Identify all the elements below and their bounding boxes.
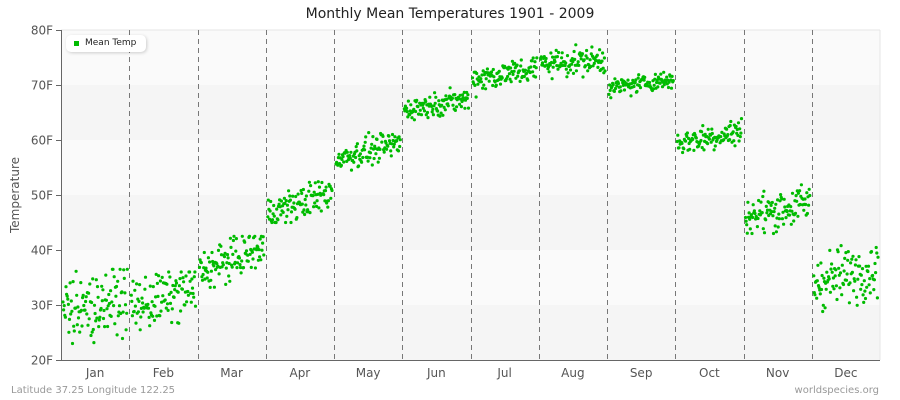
month-separators xyxy=(129,30,813,360)
y-tick-label: 70F xyxy=(31,79,53,93)
y-tick-label: 80F xyxy=(31,24,53,38)
x-tick-label: Aug xyxy=(561,366,584,380)
background-bands xyxy=(61,29,881,360)
location-caption: Latitude 37.25 Longitude 122.25 xyxy=(11,385,176,396)
data-points xyxy=(61,43,880,346)
x-tick-label: May xyxy=(356,366,381,380)
chart-title: Monthly Mean Temperatures 1901 - 2009 xyxy=(305,6,595,22)
x-axis-month-labels: Jan Feb Mar Apr May Jun Jul Aug Sep Oct Nov Dec xyxy=(85,366,858,380)
x-tick-label: Apr xyxy=(289,366,310,380)
x-tick-label: Oct xyxy=(699,366,720,380)
legend: Mean Temp xyxy=(66,35,147,52)
x-tick-label: Mar xyxy=(220,366,243,380)
y-tick-label: 40F xyxy=(31,244,53,258)
source-link[interactable]: worldspecies.org xyxy=(794,385,879,396)
x-tick-label: Jun xyxy=(426,366,446,380)
y-tick-label: 30F xyxy=(31,299,53,313)
legend-label: Mean Temp xyxy=(85,38,137,48)
axes xyxy=(61,30,880,361)
x-tick-label: Nov xyxy=(766,366,789,380)
x-tick-label: Jul xyxy=(496,366,511,380)
y-tick-label: 60F xyxy=(31,134,53,148)
x-tick-label: Dec xyxy=(834,366,857,380)
y-tick-label: 20F xyxy=(31,354,53,368)
x-tick-label: Jan xyxy=(85,366,105,380)
x-tick-label: Sep xyxy=(630,366,653,380)
legend-swatch-icon xyxy=(74,40,79,46)
y-axis-ticks: 20F 30F 40F 50F 60F 70F 80F xyxy=(31,24,61,368)
y-tick-label: 50F xyxy=(31,189,53,203)
x-tick-label: Feb xyxy=(153,366,174,380)
y-axis-label: Temperature xyxy=(8,157,22,234)
